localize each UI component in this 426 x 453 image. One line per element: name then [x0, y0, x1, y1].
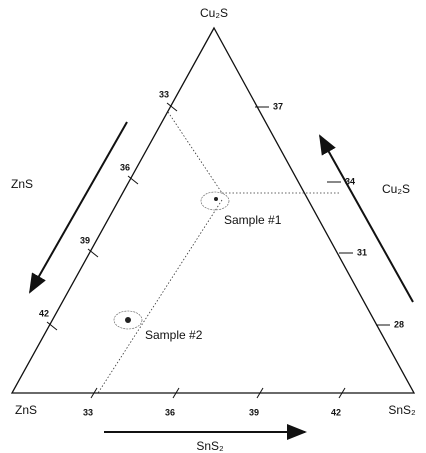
tick [256, 387, 264, 399]
tick-label: 33 [159, 89, 169, 99]
tick [338, 387, 346, 399]
sample-points [214, 197, 218, 201]
sample-region [113, 310, 143, 330]
tick-label: 33 [83, 407, 93, 417]
vertex-label: ZnS [15, 403, 37, 417]
tick [166, 102, 178, 112]
tick [90, 387, 98, 399]
triangle [10, 26, 416, 394]
guide-lines [97, 111, 340, 394]
tick-label: 36 [120, 162, 130, 172]
sample-label: Sample #1 [224, 213, 282, 227]
vertex-label: SnS₂ [388, 403, 416, 417]
tick-label: 42 [39, 308, 49, 318]
tick-label: 34 [345, 176, 355, 186]
tick-label: 36 [165, 407, 175, 417]
arrow [29, 121, 128, 294]
sample-label: Sample #2 [145, 328, 203, 342]
tick-label: 31 [357, 247, 367, 257]
tick-label: 28 [394, 319, 404, 329]
tick-label: 39 [80, 235, 90, 245]
tick [127, 175, 139, 185]
arrow-label: SnS₂ [196, 439, 224, 453]
tick [87, 248, 99, 258]
tick-label: 39 [249, 407, 259, 417]
arrow [319, 134, 414, 303]
vertex-label: Cu₂S [200, 6, 228, 20]
sample-region [200, 191, 230, 211]
tick [172, 387, 180, 399]
arrow-label: Cu₂S [382, 182, 410, 196]
arrow-label: ZnS [11, 177, 33, 191]
tick-label: 37 [273, 101, 283, 111]
tick [46, 321, 58, 331]
sample-points [125, 317, 131, 323]
tick-label: 42 [331, 407, 341, 417]
